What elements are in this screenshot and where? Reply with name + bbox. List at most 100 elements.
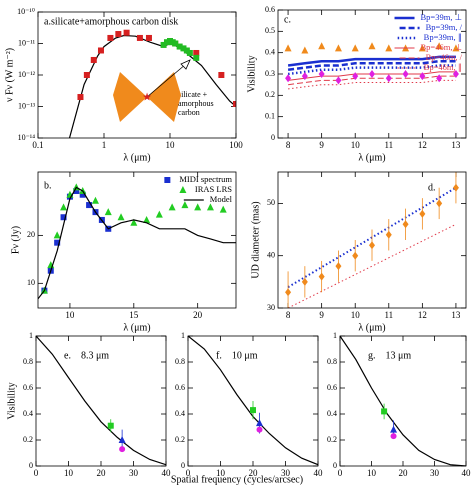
point [256, 426, 263, 433]
point [318, 70, 325, 78]
x-axis-label: λ (μm) [358, 322, 385, 333]
point [168, 203, 176, 211]
point [130, 218, 138, 226]
y-tick-label: 10⁻¹⁰ [17, 7, 35, 16]
x-axis-label: λ (μm) [358, 152, 385, 163]
point [335, 262, 342, 271]
y-tick-label: 10⁻¹² [18, 70, 36, 79]
legend-label: Bp=39m, ⊥ [421, 12, 463, 22]
point [186, 49, 193, 56]
point [402, 70, 409, 78]
y-tick-label: 0.6 [327, 383, 337, 392]
plot-area [285, 172, 459, 308]
point [436, 74, 443, 83]
annotation: amorphous [178, 99, 214, 108]
point [385, 230, 392, 239]
x-tick-label: 15 [129, 310, 139, 320]
x-tick-label: 0.1 [32, 140, 43, 150]
point [145, 34, 152, 41]
plot-area [36, 336, 166, 466]
y-tick-label: 0.1 [265, 111, 275, 120]
y-tick-label: 0.8 [23, 357, 33, 366]
y-tick-label: 10 [27, 278, 35, 287]
point [86, 202, 93, 209]
point [402, 220, 409, 229]
line [36, 336, 166, 466]
point [285, 288, 292, 297]
y-tick-label: 0.4 [265, 47, 275, 56]
point [73, 187, 80, 194]
x-tick-label: 10 [65, 310, 75, 320]
x-tick-label: 10 [351, 310, 361, 320]
point [90, 56, 97, 63]
y-tick-label: 0.6 [23, 383, 33, 392]
y-tick-label: 0.2 [327, 435, 337, 444]
y-axis-label: Visibility [6, 382, 17, 419]
y-tick-label: 50 [267, 198, 275, 207]
x-tick-label: 11 [384, 140, 393, 150]
x-tick-label: 11 [384, 310, 393, 320]
legend-label: Bp=46m, ∥ [424, 62, 462, 72]
point [123, 29, 130, 36]
point [318, 42, 326, 50]
y-axis-label: Visibility [246, 55, 257, 92]
point [369, 70, 375, 78]
x-tick-label: 10 [351, 140, 361, 150]
y-tick-label: 0.3 [265, 69, 275, 78]
y-tick-label: 0 [271, 133, 275, 142]
point [119, 446, 126, 453]
x-tick-label: 8 [286, 310, 291, 320]
legend-label: Bp=46m, / [426, 52, 463, 62]
line [287, 186, 457, 288]
x-tick-label: 20 [97, 468, 107, 478]
x-tick-label: 13 [451, 310, 461, 320]
x-tick-label: 40 [162, 468, 172, 478]
y-tick-label: 0.6 [265, 5, 275, 14]
plot-area [68, 29, 236, 138]
y-tick-label: 0.8 [327, 357, 337, 366]
point [419, 209, 426, 218]
legend-label: Bp=46m, ⊥ [421, 42, 463, 52]
line [287, 55, 456, 67]
plot-area [38, 183, 236, 300]
x-tick-label: 10 [216, 468, 226, 478]
point [143, 215, 151, 223]
pointer-head [180, 59, 191, 70]
disk-wing [113, 72, 147, 122]
point [60, 214, 67, 221]
point [419, 72, 426, 81]
y-tick-label: 10⁻¹³ [18, 101, 36, 110]
x-tick-label: 30 [430, 468, 440, 478]
y-tick-label: 30 [267, 303, 275, 312]
x-tick-label: 0 [186, 468, 191, 478]
frame [37, 11, 237, 139]
y-tick-label: 1 [181, 331, 185, 340]
point [284, 44, 292, 52]
y-tick-label: 0.2 [23, 435, 33, 444]
y-tick-label: 1 [333, 331, 337, 340]
y-tick-label: 10⁻¹⁴ [18, 133, 36, 142]
legend-marker [164, 177, 171, 183]
y-tick-label: 0.5 [265, 26, 275, 35]
point [193, 49, 200, 56]
panel-title: g. 13 μm [368, 350, 411, 361]
point [194, 203, 202, 211]
frame [277, 171, 467, 309]
point [301, 46, 309, 54]
x-tick-label: 100 [229, 140, 243, 150]
point [163, 39, 170, 46]
plot-area [340, 336, 466, 466]
y-tick-label: 1 [29, 331, 33, 340]
line [287, 59, 456, 71]
point [390, 425, 398, 433]
point [452, 70, 459, 78]
point [206, 203, 214, 211]
y-axis-label: ν Fν (W m⁻²) [4, 48, 15, 102]
point [118, 436, 126, 443]
x-tick-label: 10 [64, 468, 74, 478]
x-tick-label: 9 [319, 140, 324, 150]
x-axis-label: λ (μm) [123, 322, 150, 333]
x-tick-label: 20 [193, 310, 203, 320]
point [60, 203, 68, 211]
